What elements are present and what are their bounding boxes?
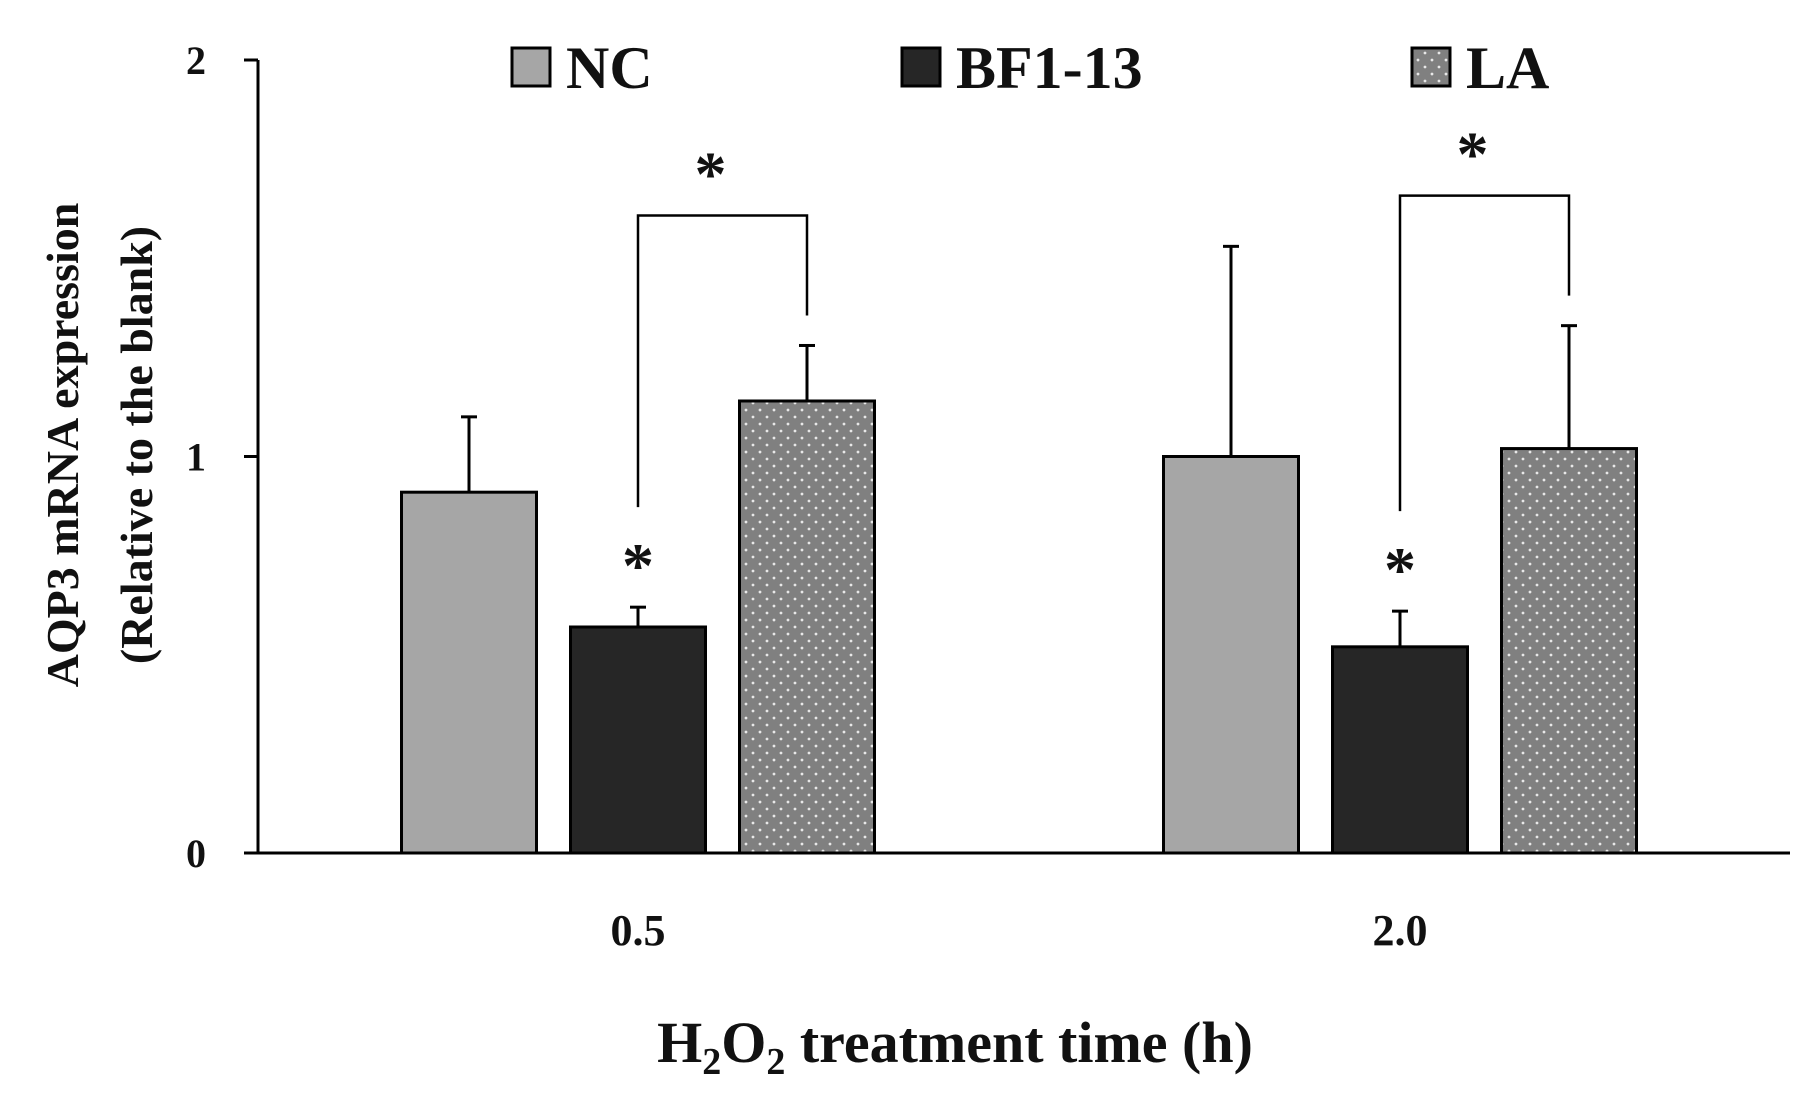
x-label-sub1: 2 [702, 1041, 721, 1083]
legend-item-bf1-13: BF1-13 [900, 35, 1143, 101]
annotations: * * * * [622, 119, 1571, 605]
bracket-star-0: * [695, 138, 727, 209]
y-tick-label-0: 0 [186, 831, 206, 876]
bar-nc-1 [1162, 455, 1300, 855]
y-ticks: 0 1 2 [186, 38, 258, 876]
bar-nc-0 [400, 490, 538, 855]
x-axis-label: H2O2 treatment time (h) [657, 1010, 1253, 1083]
x-label-o: O [721, 1010, 766, 1075]
x-label-sub2: 2 [766, 1041, 785, 1083]
legend: NC BF1-13 LA [510, 35, 1549, 101]
bracket-star-1: * [1457, 119, 1489, 190]
y-axis-label-line1: AQP3 mRNA expression [37, 203, 88, 688]
legend-label-bf1-13: BF1-13 [956, 35, 1143, 101]
legend-swatch-bf1-13 [900, 46, 942, 88]
significance-star-bf1-13-1: * [1384, 534, 1416, 605]
legend-label-nc: NC [566, 35, 653, 101]
legend-item-nc: NC [510, 35, 653, 101]
legend-label-la: LA [1466, 35, 1549, 101]
x-label-h: H [657, 1010, 702, 1075]
bar-la-1 [1500, 447, 1638, 855]
significance-bracket-1 [1398, 194, 1571, 512]
legend-swatch-nc [510, 46, 552, 88]
bars [400, 244, 1638, 855]
bar-bf1-13-0 [569, 625, 707, 855]
x-label-rest: treatment time (h) [785, 1010, 1253, 1075]
legend-swatch-la [1410, 46, 1452, 88]
legend-item-la: LA [1410, 35, 1549, 101]
category-label-1: 2.0 [1373, 906, 1428, 955]
y-tick-label-1: 1 [186, 435, 206, 480]
y-tick-label-2: 2 [186, 38, 206, 83]
bar-bf1-13-1 [1331, 645, 1469, 855]
bar-la-0 [738, 399, 876, 855]
y-axis-label-line2: (Relative to the blank) [111, 226, 162, 664]
category-labels: 0.5 2.0 [611, 906, 1428, 955]
significance-star-bf1-13-0: * [622, 530, 654, 601]
significance-bracket-0 [636, 214, 809, 508]
category-label-0: 0.5 [611, 906, 666, 955]
